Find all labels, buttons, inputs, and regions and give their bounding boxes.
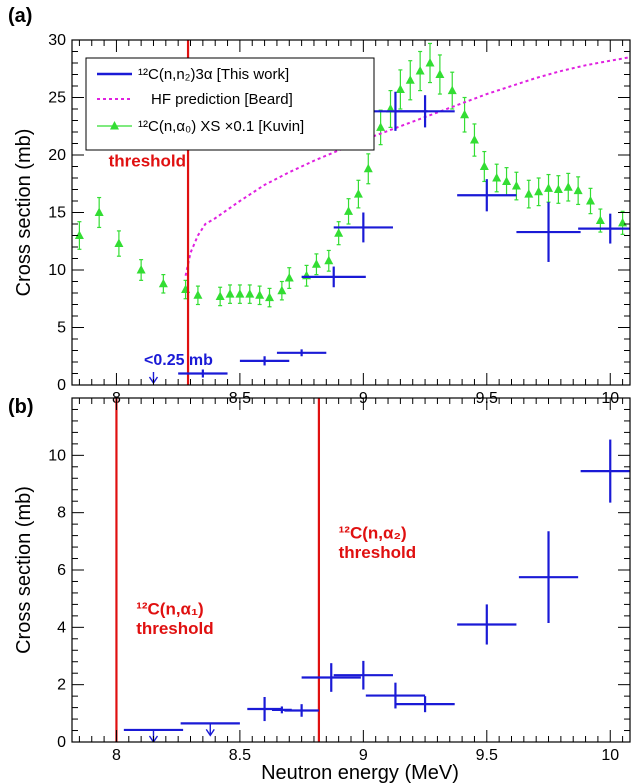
kuvin-point [363,163,373,173]
kuvin-point [460,109,470,119]
kuvin-point [425,58,435,67]
panel-b-plot-area [115,398,630,742]
legend: ¹²C(n,n₂)3α [This work] HF prediction [Be… [85,57,375,151]
panel-a-y-tick-label: 0 [57,377,66,394]
threshold-label-line: threshold [136,619,213,638]
kuvin-point [353,189,363,198]
kuvin-point [215,291,225,300]
kuvin-point [324,255,334,265]
kuvin-point [245,289,255,298]
kuvin-point [376,122,386,131]
kuvin-point [618,217,628,227]
legend-this-work-label: ¹²C(n,n₂)3α [This work] [138,66,289,83]
kuvin-point [255,290,265,299]
kuvin-point [479,161,489,170]
kuvin-point [193,290,203,299]
kuvin-point [225,289,235,298]
kuvin-point [334,228,344,237]
legend-kuvin-label: ¹²C(n,α₀) XS ×0.1 [Kuvin] [138,118,304,135]
kuvin-point [114,238,124,248]
panel-b-y-tick-label: 0 [57,734,66,751]
kuvin-point [265,292,275,302]
kuvin-point [435,69,445,78]
threshold-label-line: threshold [339,543,416,562]
panel-b-plot-frame [71,397,631,743]
kuvin-point [502,176,512,185]
kuvin-point [284,273,294,282]
panel-b-y-axis-label: Cross section (mb) [13,486,35,654]
threshold-label: ¹²C(n,α₁) threshold [136,599,213,638]
kuvin-point [344,206,354,215]
threshold-label-line: ¹²C(n,α₁) [136,599,204,618]
kuvin-point [447,85,457,95]
panel-b-x-tick-label: 8 [112,747,121,764]
kuvin-point [469,135,479,144]
kuvin-point [492,173,502,182]
panel-a-y-tick-label: 30 [48,32,66,49]
kuvin-point [311,259,321,268]
panel-b-y-tick-label: 10 [48,447,66,464]
kuvin-point [595,215,605,225]
panel-a-label: (a) [8,5,32,27]
kuvin-point [563,182,573,191]
legend-kuvin-triangle [110,121,119,130]
legend-hf-label: HF prediction [Beard] [151,91,293,108]
panel-b-x-tick-label: 9 [359,747,368,764]
upper-limit-arrow [205,728,215,737]
panel-b-label: (b) [8,396,34,418]
threshold-label: ¹²C(n,α₂) threshold [339,523,416,562]
panel-b-y-tick-label: 4 [57,619,66,636]
hf-prediction-line [184,56,630,276]
panel-b-y-tick-label: 8 [57,505,66,522]
panel-b-x-tick-label: 10 [601,747,619,764]
kuvin-point [524,189,534,198]
panel-a-y-tick-label: 5 [57,320,66,337]
panel-a-plot-frame [71,39,631,386]
kuvin-point [277,285,287,295]
threshold-label-line: threshold [109,152,186,171]
kuvin-point [415,66,425,75]
legend-box [85,57,375,151]
upper-limit-label: <0.25 mb [144,352,213,369]
kuvin-point [544,183,554,192]
kuvin-point [74,230,84,239]
panel-a-y-tick-label: 10 [48,262,66,279]
panel-a-y-tick-label: 15 [48,205,66,222]
panel-b-x-tick-label: 8.5 [229,747,251,764]
panel-b-y-tick-label: 6 [57,562,66,579]
panel-b-x-tick-label: 9.5 [476,747,498,764]
panel-b-y-tick-label: 2 [57,677,66,694]
kuvin-point [136,265,146,274]
x-axis-label: Neutron energy (MeV) [261,762,459,783]
panel-a-y-tick-label: 20 [48,147,66,164]
kuvin-point [158,278,168,288]
kuvin-point [395,84,405,93]
kuvin-point [94,207,104,216]
kuvin-point [511,181,521,190]
kuvin-point [235,289,245,298]
kuvin-point [585,196,595,205]
panel-a-y-tick-label: 25 [48,90,66,107]
threshold-label-line: ¹²C(n,α₂) [339,523,407,542]
kuvin-point [405,75,415,84]
kuvin-point [534,186,544,196]
kuvin-point [553,184,563,193]
panel-a-plot-area [74,40,630,385]
panel-a-y-axis-label: Cross section (mb) [13,129,35,297]
kuvin-point [573,185,583,195]
